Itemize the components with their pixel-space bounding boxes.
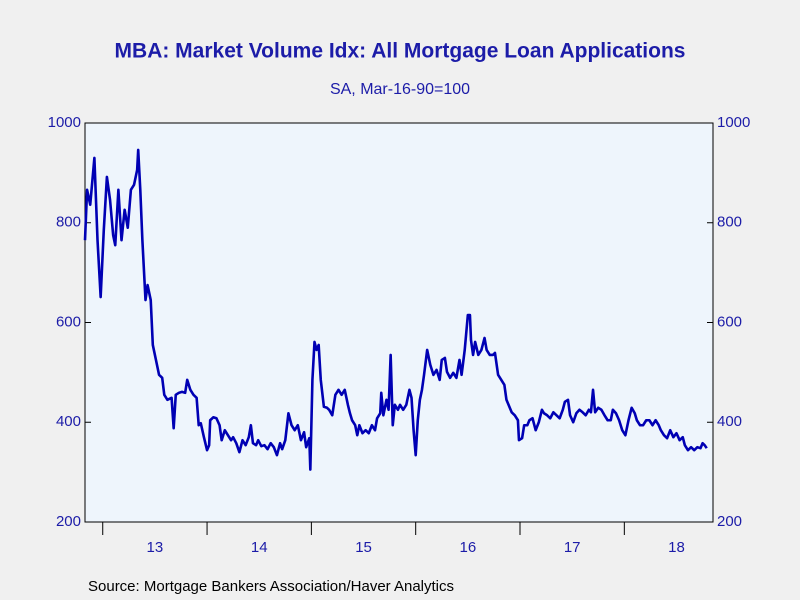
plot-area xyxy=(84,122,714,523)
y-tick-label: 800 xyxy=(56,214,81,231)
y2-tick-label: 800 xyxy=(717,214,742,231)
source-note: Source: Mortgage Bankers Association/Hav… xyxy=(88,578,454,595)
y2-tick-label: 600 xyxy=(717,313,742,330)
y2-tick-label: 1000 xyxy=(717,114,750,131)
data-line xyxy=(83,148,708,471)
y-tick-label: 200 xyxy=(56,513,81,530)
x-tick-label: 14 xyxy=(251,539,268,556)
x-tick-label: 18 xyxy=(668,539,685,556)
y2-tick-label: 200 xyxy=(717,513,742,530)
y-tick-label: 600 xyxy=(56,313,81,330)
x-tick-label: 13 xyxy=(147,539,164,556)
chart-subtitle: SA, Mar-16-90=100 xyxy=(330,81,470,98)
x-tick-label: 16 xyxy=(460,539,477,556)
x-tick-label: 15 xyxy=(355,539,372,556)
y-tick-label: 400 xyxy=(56,413,81,430)
chart-title: MBA: Market Volume Idx: All Mortgage Loa… xyxy=(115,40,686,63)
x-tick-label: 17 xyxy=(564,539,581,556)
y2-tick-label: 400 xyxy=(717,413,742,430)
y-tick-label: 1000 xyxy=(48,114,81,131)
